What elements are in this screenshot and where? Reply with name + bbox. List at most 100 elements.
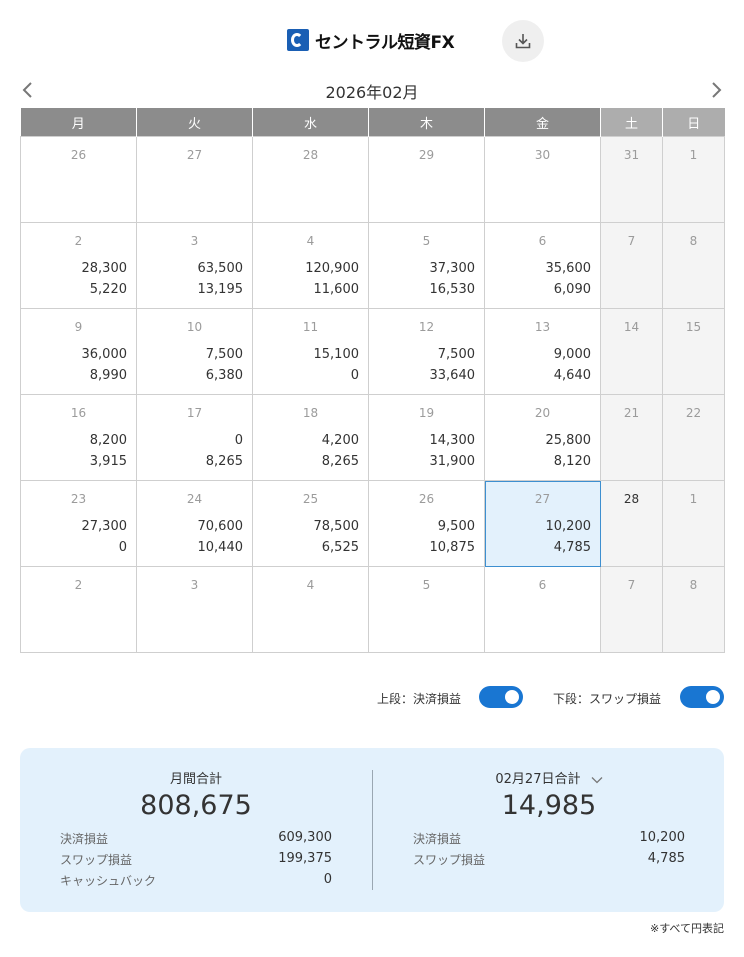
- day-number: 17: [186, 406, 203, 420]
- calendar-day-cell[interactable]: 2 28,300 5,220: [20, 222, 137, 309]
- calendar-week-row: 23 27,300 0 24 70,600 10,440 25 78,500 6,525 26 9,…: [20, 480, 725, 567]
- calendar-day-cell[interactable]: 7: [600, 566, 663, 653]
- day-number: 15: [685, 320, 702, 334]
- calendar-day-cell[interactable]: 14: [600, 308, 663, 395]
- summary-divider: [372, 770, 373, 890]
- calendar-day-cell[interactable]: 19 14,300 31,900: [368, 394, 485, 481]
- swap-pnl-value: 33,640: [429, 368, 476, 383]
- day-number: 1: [689, 148, 698, 162]
- day-number: 25: [302, 492, 319, 506]
- day-number: 18: [302, 406, 319, 420]
- calendar-day-cell[interactable]: 27: [136, 136, 253, 223]
- weekday-sat: 土: [600, 108, 663, 137]
- day-number: 26: [70, 148, 87, 162]
- lower-swap-toggle[interactable]: [680, 686, 724, 708]
- swap-pnl-value: 8,265: [205, 454, 243, 469]
- weekday-tue: 火: [136, 108, 253, 137]
- calendar-day-cell[interactable]: 13 9,000 4,640: [484, 308, 601, 395]
- day-number: 30: [534, 148, 551, 162]
- settlement-pnl-value: 36,000: [81, 347, 128, 362]
- calendar-day-cell[interactable]: 20 25,800 8,120: [484, 394, 601, 481]
- calendar-day-cell[interactable]: 25 78,500 6,525: [252, 480, 369, 567]
- calendar-day-cell[interactable]: 22: [662, 394, 725, 481]
- settlement-pnl-value: 35,600: [545, 261, 592, 276]
- settlement-pnl-value: 78,500: [313, 519, 360, 534]
- calendar-day-cell[interactable]: 18 4,200 8,265: [252, 394, 369, 481]
- calendar-day-cell[interactable]: 9 36,000 8,990: [20, 308, 137, 395]
- day-number: 28: [623, 492, 640, 506]
- calendar-week-row: 2 3 4 5 6 7 8: [20, 566, 725, 653]
- calendar-day-cell[interactable]: 4 120,900 11,600: [252, 222, 369, 309]
- weekday-fri: 金: [484, 108, 601, 137]
- settlement-pnl-value: 25,800: [545, 433, 592, 448]
- daily-total-selector[interactable]: 02月27日合計: [373, 768, 725, 787]
- monthly-total-value: 808,675: [140, 790, 252, 821]
- day-number: 28: [302, 148, 319, 162]
- row-label: キャッシュバック: [60, 874, 157, 888]
- calendar-day-cell[interactable]: 28: [252, 136, 369, 223]
- day-number: 8: [689, 578, 698, 592]
- day-number: 5: [422, 578, 431, 592]
- calendar-week-row: 16 8,200 3,915 17 0 8,265 18 4,200 8,265 19 14,300…: [20, 394, 725, 481]
- download-icon: [515, 34, 531, 49]
- calendar-day-cell[interactable]: 15: [662, 308, 725, 395]
- download-button[interactable]: [502, 20, 544, 62]
- calendar-day-cell[interactable]: 29: [368, 136, 485, 223]
- calendar-day-cell[interactable]: 5 37,300 16,530: [368, 222, 485, 309]
- calendar-day-cell[interactable]: 26: [20, 136, 137, 223]
- calendar-day-cell[interactable]: 11 15,100 0: [252, 308, 369, 395]
- calendar-day-cell[interactable]: 6 35,600 6,090: [484, 222, 601, 309]
- calendar-day-cell[interactable]: 2: [20, 566, 137, 653]
- app-header: セントラル短資FX: [0, 18, 744, 64]
- daily-row-swap: スワップ損益 4,785: [413, 851, 685, 871]
- row-value: 0: [323, 872, 332, 887]
- settlement-pnl-value: 63,500: [197, 261, 244, 276]
- prev-month-button[interactable]: [18, 78, 38, 102]
- row-value: 10,200: [639, 830, 686, 845]
- weekday-sun: 日: [662, 108, 725, 137]
- calendar-day-cell[interactable]: 16 8,200 3,915: [20, 394, 137, 481]
- calendar-day-cell[interactable]: 8: [662, 222, 725, 309]
- calendar-day-cell[interactable]: 27 10,200 4,785: [484, 480, 601, 567]
- calendar-day-cell[interactable]: 3: [136, 566, 253, 653]
- weekday-wed: 水: [252, 108, 369, 137]
- row-value: 199,375: [278, 851, 332, 866]
- calendar-day-cell[interactable]: 12 7,500 33,640: [368, 308, 485, 395]
- chevron-right-icon: [712, 82, 722, 98]
- day-number: 16: [70, 406, 87, 420]
- swap-pnl-value: 0: [350, 368, 359, 383]
- calendar-day-cell[interactable]: 24 70,600 10,440: [136, 480, 253, 567]
- upper-settlement-toggle[interactable]: [479, 686, 523, 708]
- calendar-day-cell[interactable]: 1: [662, 480, 725, 567]
- day-number: 13: [534, 320, 551, 334]
- calendar-day-cell[interactable]: 17 0 8,265: [136, 394, 253, 481]
- calendar-day-cell[interactable]: 5: [368, 566, 485, 653]
- calendar-day-cell[interactable]: 10 7,500 6,380: [136, 308, 253, 395]
- settlement-pnl-value: 27,300: [81, 519, 128, 534]
- calendar-day-cell[interactable]: 6: [484, 566, 601, 653]
- day-number: 20: [534, 406, 551, 420]
- monthly-row-swap: スワップ損益 199,375: [60, 851, 332, 871]
- calendar-day-cell[interactable]: 4: [252, 566, 369, 653]
- row-label: 決済損益: [60, 832, 109, 846]
- day-number: 22: [685, 406, 702, 420]
- calendar-day-cell[interactable]: 1: [662, 136, 725, 223]
- calendar-day-cell[interactable]: 31: [600, 136, 663, 223]
- day-number: 4: [306, 234, 315, 248]
- calendar-day-cell[interactable]: 8: [662, 566, 725, 653]
- calendar-day-cell[interactable]: 21: [600, 394, 663, 481]
- day-number: 3: [190, 578, 199, 592]
- day-number: 9: [74, 320, 83, 334]
- calendar-week-row: 9 36,000 8,990 10 7,500 6,380 11 15,100 0 12 7,500…: [20, 308, 725, 395]
- calendar-day-cell[interactable]: 26 9,500 10,875: [368, 480, 485, 567]
- calendar-week-row: 2 28,300 5,220 3 63,500 13,195 4 120,900 11,600 5…: [20, 222, 725, 309]
- next-month-button[interactable]: [706, 78, 726, 102]
- swap-pnl-value: 4,640: [553, 368, 591, 383]
- calendar-day-cell[interactable]: 3 63,500 13,195: [136, 222, 253, 309]
- calendar-day-cell[interactable]: 23 27,300 0: [20, 480, 137, 567]
- calendar-day-cell[interactable]: 30: [484, 136, 601, 223]
- summary-panel: 月間合計 808,675 決済損益 609,300 スワップ損益 199,375…: [20, 748, 724, 912]
- calendar-day-cell[interactable]: 7: [600, 222, 663, 309]
- monthly-total-title: 月間合計: [169, 772, 222, 787]
- calendar-day-cell[interactable]: 28: [600, 480, 663, 567]
